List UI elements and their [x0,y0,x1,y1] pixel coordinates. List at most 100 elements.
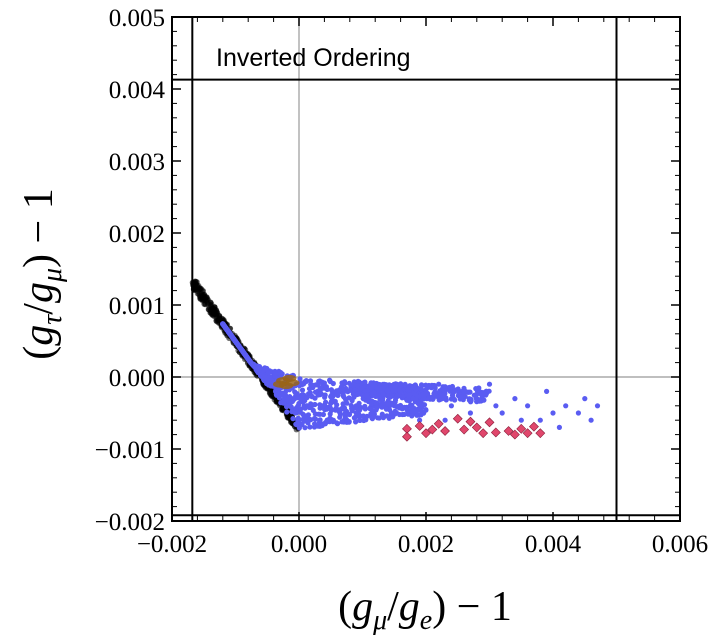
blue-point [441,387,447,393]
x-tick-label: 0.000 [271,531,327,558]
blue-point [499,410,505,416]
blue-point [362,379,368,385]
blue-point [364,413,370,419]
blue-point [309,394,315,400]
blue-point [312,411,318,417]
blue-point [392,409,398,415]
blue-point [317,392,323,398]
blue-point [369,406,375,413]
blue-point [426,382,432,389]
blue-point [223,326,229,332]
blue-point [337,414,343,420]
blue-point [446,384,453,390]
blue-point [334,420,340,426]
blue-point [436,381,442,387]
blue-point [353,410,359,416]
blue-point [379,404,385,410]
blue-point [354,383,360,389]
blue-point [292,389,298,395]
blue-point [312,401,318,408]
blue-point [404,397,410,403]
blue-point [303,413,309,419]
blue-point [374,385,380,391]
blue-point [357,406,363,412]
blue-point [461,388,467,394]
blue-point [323,399,329,405]
blue-point [375,415,381,421]
blue-point [306,404,312,410]
blue-point [409,413,415,419]
blue-point [317,385,323,392]
blue-point [339,419,345,425]
red-diamond-point [459,424,470,435]
blue-point [518,417,524,423]
blue-point [295,395,301,401]
blue-point [373,400,379,407]
blue-point [299,387,306,393]
red-diamond-point [509,429,520,440]
blue-point [281,400,287,406]
blue-point [451,388,457,395]
blue-point [285,397,291,403]
blue-point [372,381,378,387]
blue-point [220,321,226,328]
blue-point [379,397,386,403]
blue-point [481,397,487,403]
black-point [192,279,199,285]
blue-point [245,356,251,362]
blue-point [486,381,493,387]
blue-point [344,400,350,406]
blue-point [307,424,313,430]
blue-point [324,406,330,412]
blue-point [402,381,408,387]
blue-point [512,396,518,402]
blue-point [302,425,308,431]
red-diamond-point [427,424,438,435]
blue-point [594,403,601,409]
blue-point [383,382,389,388]
blue-point [260,367,266,373]
black-point [196,286,202,292]
blue-point [282,389,288,395]
y-tick-label: 0.005 [109,5,165,32]
blue-point [409,406,415,412]
red-diamond-point [529,421,539,432]
blue-point [334,402,340,408]
black-point [213,318,220,325]
blue-point [405,407,411,413]
blue-point [381,392,387,398]
blue-point [288,404,294,410]
red-diamond-point [484,417,495,428]
blue-point [242,352,248,358]
blue-point [398,381,404,387]
blue-point [349,398,355,404]
blue-point [462,393,468,400]
blue-point [322,394,328,400]
blue-point [359,385,365,391]
red-diamond-point [433,418,444,429]
blue-point [481,390,487,396]
blue-point [268,377,275,383]
orange-point [285,379,300,387]
blue-point [336,407,342,413]
blue-point [582,396,588,402]
blue-point [432,385,438,391]
blue-point [441,395,447,401]
plot-frame [171,16,681,522]
blue-point [273,392,280,398]
red-diamond-point [490,427,501,438]
blue-point [379,411,385,417]
blue-point [442,417,448,423]
blue-point [329,388,335,394]
blue-point [486,388,492,394]
red-diamond-point [452,413,463,424]
blue-point [342,414,348,420]
blue-point [278,369,284,376]
blue-point [330,399,336,405]
blue-point [341,405,347,411]
y-tick-label: 0.001 [109,293,165,320]
blue-point [575,410,582,416]
blue-point [396,411,403,418]
blue-point [327,411,333,417]
blue-point [406,393,412,399]
